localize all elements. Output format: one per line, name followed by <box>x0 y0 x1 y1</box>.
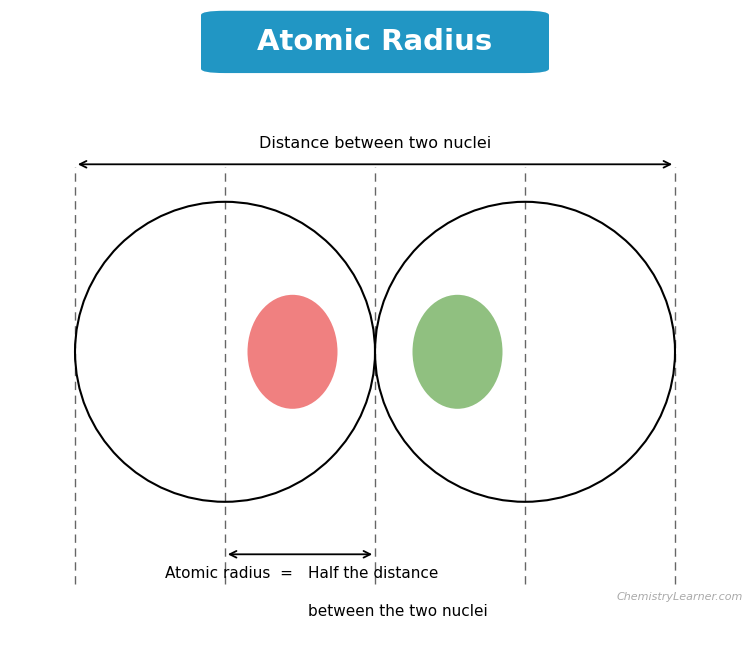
Text: Half the distance: Half the distance <box>308 567 438 581</box>
Ellipse shape <box>248 295 338 409</box>
Text: Distance between two nuclei: Distance between two nuclei <box>259 136 491 151</box>
Text: Atomic Radius: Atomic Radius <box>257 28 493 56</box>
Text: ChemistryLearner.com: ChemistryLearner.com <box>616 592 742 603</box>
Text: between the two nuclei: between the two nuclei <box>308 604 488 619</box>
Text: Atomic radius  =: Atomic radius = <box>165 567 292 581</box>
Ellipse shape <box>413 295 503 409</box>
FancyBboxPatch shape <box>201 10 549 73</box>
